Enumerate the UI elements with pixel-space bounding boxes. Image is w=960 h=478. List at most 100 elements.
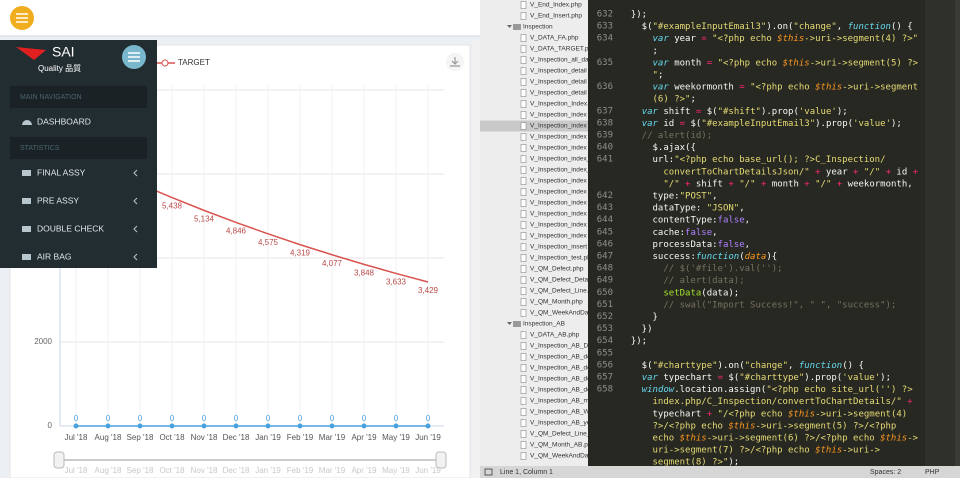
code-token: = (739, 82, 745, 92)
file-icon (520, 56, 527, 64)
range-handle[interactable] (435, 451, 447, 469)
point (297, 423, 303, 429)
menu-button[interactable] (10, 6, 34, 30)
code-row: url:"<?php echo base_url(); ?>C_Inspecti… (620, 155, 886, 165)
line-number: 649 (597, 276, 613, 286)
file-icon (520, 287, 527, 295)
code-row: "/" + shift + "/" + month + "/" + weekor… (620, 179, 913, 189)
chevron (133, 225, 138, 233)
code-token: ); (891, 118, 902, 128)
code-token: "<?php echo (718, 58, 783, 68)
file-icon (520, 309, 527, 317)
code-token: $( (620, 22, 653, 32)
code-token: false (685, 227, 712, 237)
file-name: V_QM_Defect_Line_ (530, 431, 591, 438)
syntax[interactable]: PHP (925, 469, 940, 476)
nav-item[interactable]: FINAL ASSY (22, 167, 138, 177)
folder-icon (513, 321, 521, 327)
code-token (620, 433, 653, 443)
file-icon (520, 133, 527, 141)
line-number: 634 (597, 34, 613, 44)
code-token: , (712, 227, 717, 237)
x-tick-label: May '19 (382, 433, 410, 442)
file-name: V_Inspection_detail (530, 90, 587, 97)
data-label: 5,438 (162, 202, 183, 211)
code-token: = (680, 118, 686, 128)
nav-label: DASHBOARD (37, 116, 91, 126)
download-button[interactable] (446, 53, 464, 71)
file-list: V_End_Index.php V_End_Insert.php Inspectio… (480, 1, 607, 460)
navigator-label: Mar '19 (319, 466, 346, 475)
file-name: V_QM_Month.php (530, 299, 583, 306)
line-number: 653 (597, 324, 613, 334)
line-number: 655 (597, 348, 613, 358)
file-name: V_DATA_AB.php (530, 332, 580, 339)
nav-item[interactable]: AIR BAG (22, 251, 138, 261)
nav-icon (22, 226, 31, 232)
point (329, 423, 335, 429)
code-token: ); (880, 373, 891, 383)
line-number: 646 (597, 239, 613, 249)
code-row: var typechart = $("#charttype").prop('va… (620, 373, 891, 383)
code-token: = (718, 373, 724, 383)
data-label: 3,633 (386, 278, 407, 287)
code-token: $this (815, 82, 842, 92)
x-tick-label: Apr '19 (351, 433, 377, 442)
code-row: success:function(data){ (620, 252, 777, 262)
sidebar: SAI Quality 品質 MAIN NAVIGATION DASHBOARD S… (0, 40, 157, 268)
file-name: V_Inspection_index (530, 200, 587, 207)
code-token: "#exampleInputEmail3" (653, 22, 767, 32)
file-name: V_QM_WeekAndDay (530, 310, 592, 317)
range-handle[interactable] (53, 451, 65, 469)
code-token: shift (690, 179, 728, 189)
file-name: V_Inspection_all_data.php (530, 57, 607, 64)
data-label: 0 (74, 414, 79, 423)
code-token: "POST" (680, 191, 713, 201)
file-icon (520, 430, 527, 438)
section-title: STATISTICS (20, 145, 60, 152)
file-icon (520, 331, 527, 339)
navigator-label: Jul '18 (65, 466, 88, 475)
section-title: MAIN NAVIGATION (20, 94, 82, 101)
code-token: ); (837, 106, 848, 116)
code-row: processData:false, (620, 239, 750, 249)
x-tick-label: Dec '18 (223, 433, 250, 442)
code-token: month (766, 179, 804, 189)
code-token: year (669, 34, 702, 44)
code-token (620, 118, 642, 128)
indentation[interactable]: Spaces: 2 (870, 469, 901, 476)
code-token: // alert(id); (620, 131, 712, 141)
file-icon (520, 298, 527, 306)
code-token: $this (728, 421, 755, 431)
code-token: echo (653, 433, 680, 443)
data-label: 3,848 (354, 268, 375, 277)
navigator-label: Feb '19 (287, 466, 314, 475)
nav-item[interactable]: DASHBOARD (22, 116, 91, 126)
point (361, 423, 367, 429)
code-token: "<?php echo site_url('') ?> (766, 385, 913, 395)
code-token: + (837, 179, 843, 189)
nav-icon (22, 198, 31, 204)
file-icon (520, 100, 527, 108)
navigator-label: Dec '18 (223, 466, 250, 475)
code-token: function (696, 252, 739, 262)
code-token: ; (620, 46, 658, 56)
data-label: 0 (106, 414, 111, 423)
code-token: segment(8) ?>" (653, 457, 729, 467)
code-token: processData: (620, 239, 718, 249)
code-token (620, 34, 653, 44)
section-header (10, 137, 147, 159)
code-token (620, 167, 663, 177)
file-icon (520, 441, 527, 449)
nav-item[interactable]: DOUBLE CHECK (22, 223, 138, 233)
file-icon (520, 144, 527, 152)
code-token: " (653, 70, 658, 80)
data-label: 0 (266, 414, 271, 423)
cursor-position: Line 1, Column 1 (500, 469, 553, 476)
code-row: dataType: "JSON", (620, 203, 745, 213)
nav-item[interactable]: PRE ASSY (22, 195, 138, 205)
file-icon (520, 276, 527, 284)
code-token: $( (723, 373, 739, 383)
sidebar-toggle[interactable] (122, 45, 146, 69)
